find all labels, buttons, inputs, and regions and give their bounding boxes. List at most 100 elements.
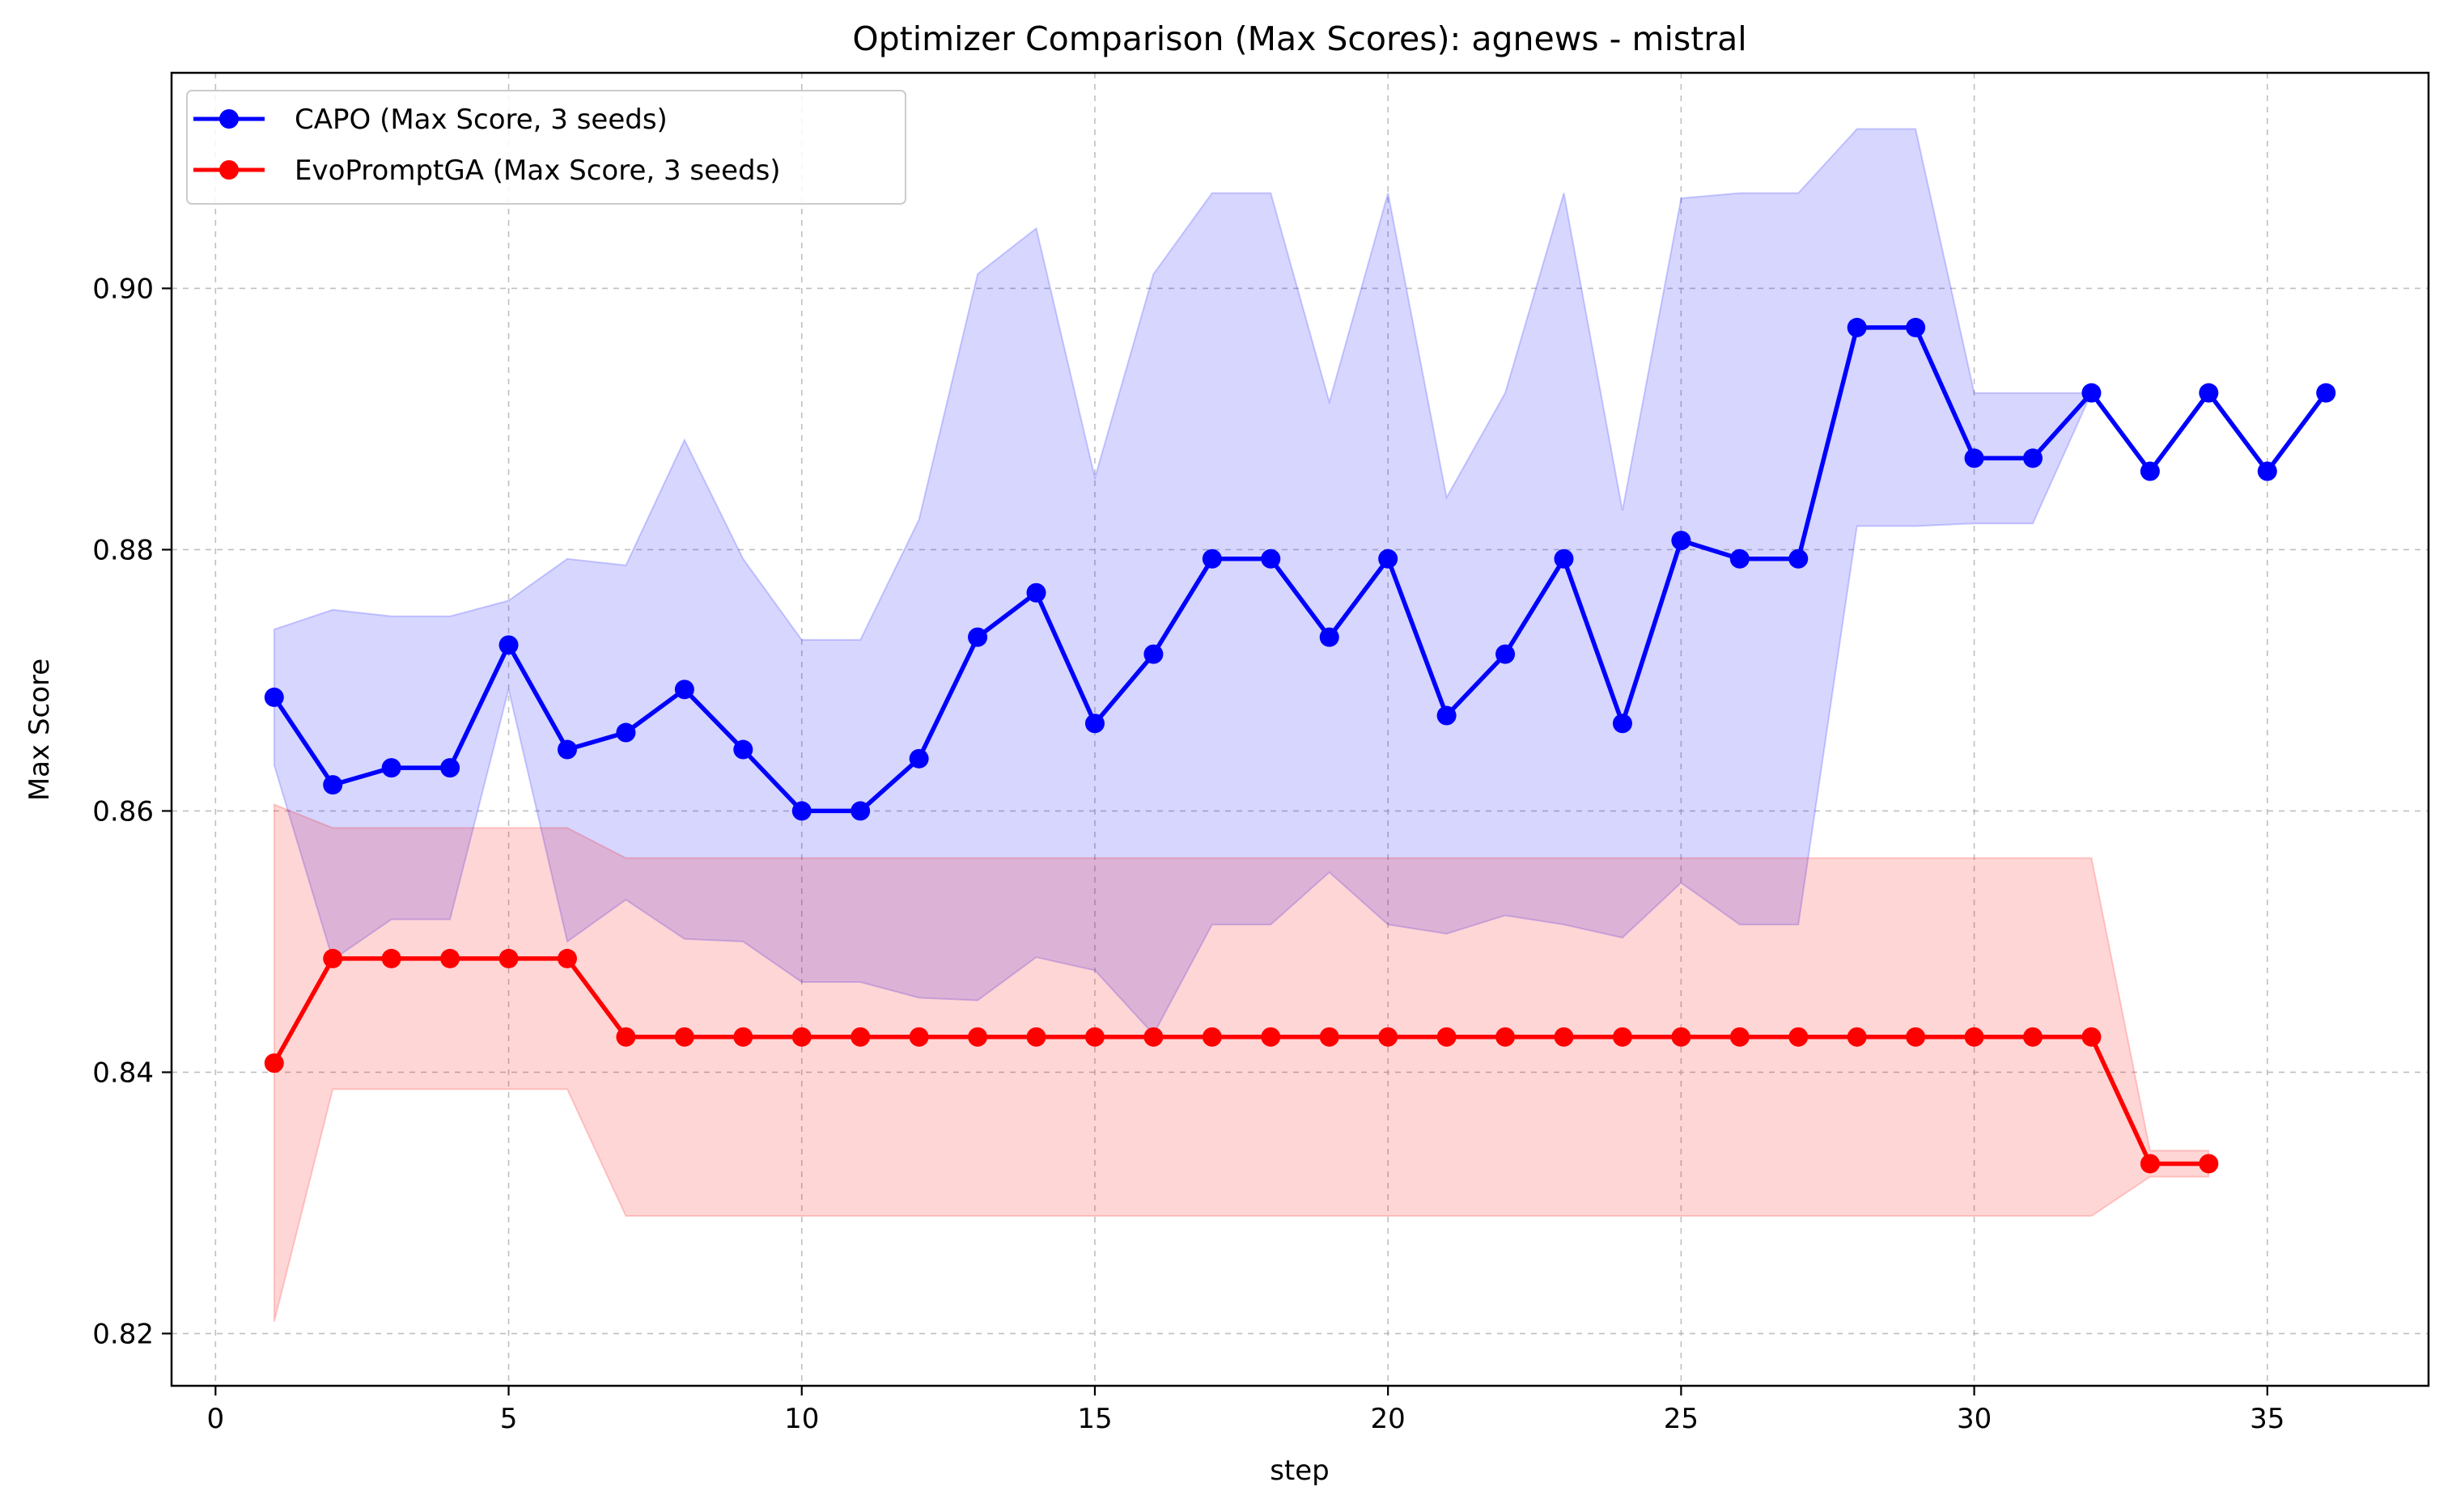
data-point-evopromptga	[498, 948, 519, 968]
confidence-band-evopromptga	[273, 803, 2210, 1323]
legend-marker-evopromptga	[219, 160, 239, 180]
data-point-capo	[733, 739, 753, 760]
data-point-capo	[1378, 548, 1398, 569]
legend: CAPO (Max Score, 3 seeds) EvoPromptGA (M…	[186, 90, 906, 205]
axis-ticks: 0 5 10 15 20 25 30 35 0.82 0.84 0.86 0.88 0.90	[92, 273, 2284, 1435]
series-lines	[272, 325, 2328, 1167]
data-point-evopromptga	[2023, 1027, 2043, 1047]
legend-box	[186, 90, 906, 205]
x-tick-label: 25	[1664, 1403, 1699, 1435]
data-point-capo	[440, 758, 460, 778]
legend-entry-capo: CAPO (Max Score, 3 seeds)	[193, 104, 668, 136]
plot-frame	[170, 71, 2430, 1387]
x-tick-label: 15	[1077, 1403, 1112, 1435]
legend-entry-evopromptga: EvoPromptGA (Max Score, 3 seeds)	[193, 155, 781, 187]
data-point-capo	[1261, 548, 1281, 569]
legend-label-capo: CAPO (Max Score, 3 seeds)	[295, 104, 668, 136]
data-point-evopromptga	[1202, 1027, 1222, 1047]
data-point-evopromptga	[1729, 1027, 1750, 1047]
data-point-evopromptga	[1847, 1027, 1867, 1047]
data-point-capo	[323, 775, 343, 795]
data-point-evopromptga	[1378, 1027, 1398, 1047]
data-point-capo	[1612, 714, 1632, 734]
data-point-evopromptga	[1143, 1027, 1164, 1047]
data-point-capo	[1143, 644, 1164, 664]
data-point-evopromptga	[791, 1027, 812, 1047]
data-point-evopromptga	[2081, 1027, 2102, 1047]
data-point-evopromptga	[1026, 1027, 1046, 1047]
data-point-capo	[1202, 548, 1222, 569]
data-point-capo	[1436, 705, 1457, 726]
x-tick-label: 20	[1371, 1403, 1406, 1435]
data-point-evopromptga	[323, 948, 343, 968]
data-point-capo	[1671, 531, 1691, 551]
data-point-capo	[2199, 383, 2219, 403]
data-point-evopromptga	[264, 1053, 284, 1074]
data-point-capo	[2023, 448, 2043, 468]
y-tick-label: 0.90	[92, 273, 154, 305]
data-point-evopromptga	[1964, 1027, 1984, 1047]
data-point-evopromptga	[909, 1027, 929, 1047]
data-point-capo	[1084, 714, 1105, 734]
data-point-evopromptga	[440, 948, 460, 968]
data-point-capo	[264, 687, 284, 707]
data-point-evopromptga	[1319, 1027, 1339, 1047]
data-point-evopromptga	[1671, 1027, 1691, 1047]
legend-marker-capo	[219, 109, 239, 129]
data-point-evopromptga	[968, 1027, 988, 1047]
series-markers	[264, 317, 2336, 1174]
data-point-evopromptga	[1495, 1027, 1516, 1047]
data-point-capo	[1847, 317, 1867, 337]
data-point-evopromptga	[1554, 1027, 1574, 1047]
data-point-evopromptga	[616, 1027, 636, 1047]
data-point-capo	[2140, 461, 2160, 481]
data-point-capo	[851, 801, 871, 821]
data-point-evopromptga	[733, 1027, 753, 1047]
data-point-capo	[1729, 548, 1750, 569]
data-point-capo	[1906, 317, 1926, 337]
data-point-capo	[2081, 383, 2102, 403]
data-point-evopromptga	[2199, 1154, 2219, 1174]
legend-label-evopromptga: EvoPromptGA (Max Score, 3 seeds)	[295, 155, 781, 187]
data-point-capo	[1788, 548, 1809, 569]
y-tick-label: 0.88	[92, 534, 154, 566]
data-point-evopromptga	[1261, 1027, 1281, 1047]
data-point-evopromptga	[1788, 1027, 1809, 1047]
x-axis-label: step	[1270, 1455, 1330, 1487]
x-tick-label: 30	[1957, 1403, 1992, 1435]
data-point-capo	[616, 722, 636, 743]
data-point-capo	[1554, 548, 1574, 569]
data-point-evopromptga	[1906, 1027, 1926, 1047]
data-point-capo	[968, 627, 988, 647]
data-point-evopromptga	[851, 1027, 871, 1047]
data-point-evopromptga	[557, 948, 577, 968]
x-tick-label: 0	[207, 1403, 225, 1435]
data-point-capo	[791, 801, 812, 821]
data-point-capo	[557, 739, 577, 760]
data-point-capo	[2257, 461, 2277, 481]
y-tick-label: 0.86	[92, 795, 154, 828]
y-axis-label: Max Score	[23, 659, 56, 801]
data-point-capo	[1026, 582, 1046, 603]
data-point-evopromptga	[2140, 1154, 2160, 1174]
data-point-capo	[1964, 448, 1984, 468]
data-point-capo	[909, 748, 929, 769]
data-point-evopromptga	[1436, 1027, 1457, 1047]
confidence-bands	[273, 128, 2327, 1323]
series-line-capo	[272, 325, 2328, 814]
x-tick-label: 5	[500, 1403, 518, 1435]
data-point-capo	[2316, 383, 2336, 403]
data-point-evopromptga	[674, 1027, 694, 1047]
chart-title: Optimizer Comparison (Max Scores): agnew…	[852, 19, 1746, 58]
data-point-capo	[674, 680, 694, 700]
x-tick-label: 10	[784, 1403, 819, 1435]
data-point-capo	[1495, 644, 1516, 664]
y-tick-label: 0.84	[92, 1057, 154, 1089]
data-point-evopromptga	[1084, 1027, 1105, 1047]
series-line-evopromptga	[272, 956, 2209, 1167]
y-tick-label: 0.82	[92, 1318, 154, 1350]
grid	[172, 73, 2429, 1386]
